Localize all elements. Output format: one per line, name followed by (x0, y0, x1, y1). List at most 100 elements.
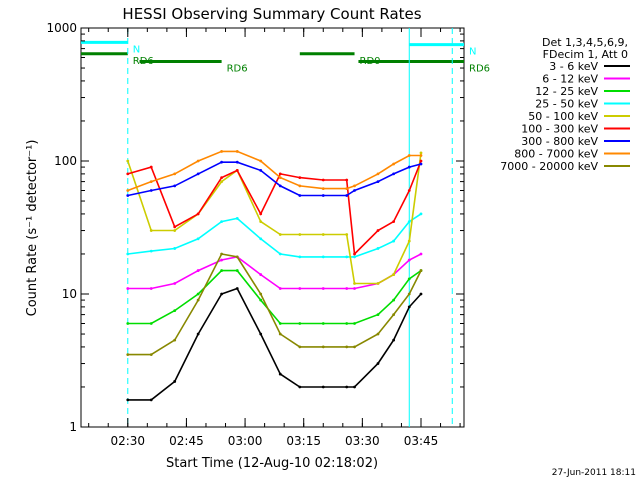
series-point (173, 184, 177, 188)
x-tick-label: 02:30 (110, 434, 145, 448)
series-point (278, 372, 282, 376)
series-point (353, 282, 356, 285)
series-point (173, 282, 177, 285)
series-point (278, 332, 282, 336)
series-point (419, 212, 423, 216)
series-point (173, 309, 177, 313)
series-point (419, 269, 423, 272)
series-point (173, 338, 177, 342)
series-point (259, 298, 263, 302)
series-point (149, 189, 153, 192)
series-point (220, 258, 224, 262)
x-axis-label: Start Time (12-Aug-10 02:18:02) (166, 456, 378, 471)
series-point (173, 172, 177, 176)
series-line (127, 161, 422, 197)
series-point (376, 332, 380, 336)
series-point (345, 287, 349, 290)
chart-title: HESSI Observing Summary Count Rates (122, 5, 421, 23)
series-point (345, 385, 349, 389)
y-axis: 1 10 100 1000 (46, 21, 464, 434)
series-point (259, 237, 263, 241)
series-point (376, 362, 380, 365)
y-tick-label: 100 (54, 154, 77, 168)
y-tick-label: 10 (62, 287, 77, 301)
series-point (407, 277, 411, 281)
series-point (376, 172, 380, 176)
series-point (407, 258, 411, 262)
series-point (376, 247, 380, 250)
series-point (321, 287, 325, 290)
series-point (278, 252, 282, 256)
series-point (345, 322, 349, 325)
annotation-label: N (133, 44, 140, 55)
series-point (353, 287, 356, 290)
series-point (321, 187, 325, 191)
series-point (126, 287, 130, 290)
series-point (298, 233, 302, 236)
series-point (149, 249, 153, 253)
legend-label: 6 - 12 keV (542, 73, 598, 86)
series-line (127, 269, 422, 325)
series-point (321, 233, 325, 236)
series-point (278, 233, 282, 236)
x-tick-label: 02:45 (169, 434, 204, 448)
series-point (345, 345, 349, 349)
series-point (278, 287, 282, 290)
series-point (259, 168, 263, 172)
series-point (392, 273, 396, 276)
y-axis-label: Count Rate (s⁻¹ detector⁻¹) (25, 140, 40, 317)
series-point (149, 353, 153, 357)
x-tick-label: 03:30 (345, 434, 380, 448)
series-point (407, 292, 411, 296)
legend-label: 3 - 6 keV (549, 60, 598, 73)
annotation-label: N (469, 47, 476, 58)
series-point (126, 322, 130, 325)
footer-date: 27-Jun-2011 18:11 (552, 468, 636, 478)
series-point (126, 194, 130, 197)
series-point (220, 220, 224, 224)
legend-label: 25 - 50 keV (535, 98, 598, 111)
series-point (321, 178, 325, 182)
series-point (259, 212, 263, 216)
series-layer (126, 150, 423, 402)
series-point (278, 184, 282, 188)
series-line (127, 213, 422, 258)
x-tick-label: 03:45 (404, 434, 439, 448)
series-point (173, 229, 177, 232)
legend-label: 300 - 800 keV (521, 135, 598, 148)
series-point (149, 180, 153, 184)
series-point (345, 233, 349, 236)
series-point (259, 292, 263, 296)
series-point (298, 287, 302, 290)
legend-label: 50 - 100 keV (528, 110, 598, 123)
series-point (220, 252, 224, 256)
series-point (298, 385, 302, 389)
series-point (220, 160, 224, 164)
series-point (419, 151, 423, 155)
series-point (220, 180, 224, 184)
legend-label: 800 - 7000 keV (514, 148, 598, 161)
series-point (376, 282, 380, 285)
series-line (127, 287, 422, 401)
series-point (220, 292, 224, 296)
series-point (407, 239, 411, 243)
series-point (278, 176, 282, 180)
series-point (196, 172, 200, 176)
x-tick-label: 03:15 (286, 434, 321, 448)
series-point (345, 187, 349, 191)
series-point (196, 292, 200, 296)
legend-header-line-2: FDecim 1, Att 0 (543, 48, 628, 61)
series-point (173, 380, 177, 383)
series-point (196, 269, 200, 272)
series-point (126, 172, 130, 176)
series-point (126, 353, 130, 357)
series-point (196, 237, 200, 241)
series-point (220, 269, 224, 272)
annotation-label: RD6 (227, 63, 248, 74)
series-point (345, 255, 349, 259)
series-point (298, 194, 302, 197)
x-axis: 02:30 02:45 03:00 03:15 03:30 03:45 (88, 28, 461, 448)
series-point (298, 345, 302, 349)
